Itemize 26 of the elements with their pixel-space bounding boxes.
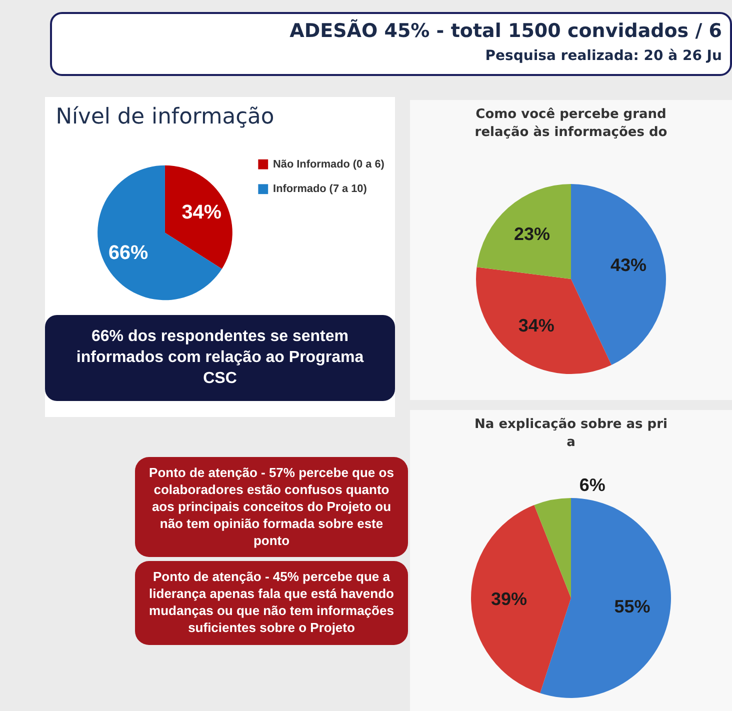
pie-slice — [476, 267, 612, 374]
chart-title: Nível de informação — [56, 104, 274, 130]
text: 66% dos respondentes se sentem informados com relação ao Programa CSC — [45, 315, 395, 402]
text: Ponto de atenção - 57% percebe que os colaboradores estão confusos quanto aos principais conceitos do Projeto ou não tem opinião formada sobre este ponto — [135, 457, 408, 558]
data-label: 6% — [579, 475, 606, 496]
text: ADESÃO 45% - total 1500 convidados / 6 — [288, 20, 722, 42]
legend-label: Informado (7 a 10) — [273, 183, 368, 196]
data-label: 66% — [108, 242, 149, 264]
data-label: 55% — [614, 596, 650, 617]
pie-slice — [471, 505, 571, 694]
pie-slice — [540, 498, 671, 698]
data-label: 34% — [518, 316, 554, 336]
pie-slice — [98, 165, 222, 300]
text: Ponto de atenção - 45% percebe que a liderança apenas fala que está havendo mudanças ou que não tem informações suficientes sobre o Projeto — [135, 561, 408, 646]
legend-label: Não Informado (0 a 6) — [273, 158, 385, 170]
data-label: 23% — [514, 224, 550, 244]
data-label: 43% — [610, 255, 646, 276]
pie-slice — [534, 498, 571, 598]
chart-title: Na explicação sobre as pri a — [474, 417, 668, 450]
data-label: 34% — [182, 202, 222, 224]
pie-slice — [476, 184, 571, 279]
pie-slice — [571, 184, 666, 365]
chart-title: Como você percebe grand relação às informações do — [474, 107, 668, 140]
data-label: 39% — [491, 588, 528, 609]
text: Pesquisa realizada: 20 à 26 Ju — [484, 48, 722, 64]
pie-slice — [164, 165, 232, 269]
